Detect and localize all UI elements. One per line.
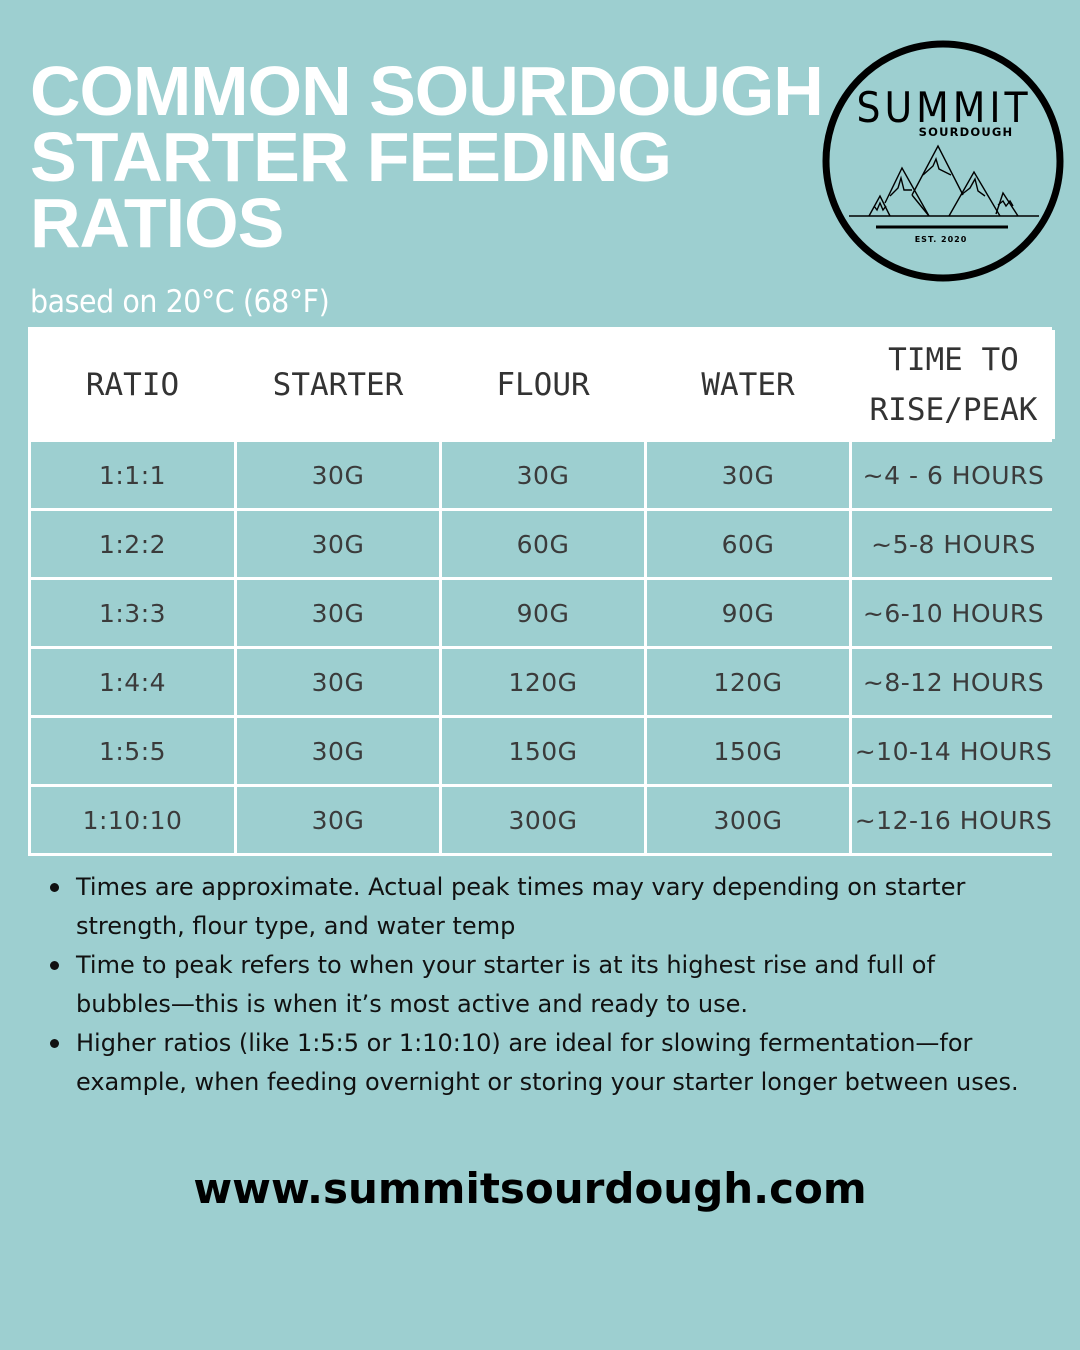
- table-header-row: RATIO STARTER FLOUR WATER TIME TO RISE/P…: [31, 330, 1055, 439]
- subtitle: based on 20°C (68°F): [30, 284, 330, 320]
- note-item: Higher ratios (like 1:5:5 or 1:10:10) ar…: [44, 1024, 1064, 1102]
- note-line: Times are approximate. Actual peak times…: [76, 873, 966, 901]
- table-row: 1:5:5 30G 150G 150G ~10-14 HOURS: [31, 718, 1055, 784]
- column-header-time-line-1: TIME TO: [888, 341, 1019, 378]
- column-header-time-line-2: RISE/PEAK: [869, 391, 1038, 428]
- notes-list: Times are approximate. Actual peak times…: [44, 868, 1064, 1102]
- cell-water: 60G: [647, 511, 849, 577]
- note-line: bubbles—this is when it’s most active an…: [76, 990, 749, 1018]
- note-line: Higher ratios (like 1:5:5 or 1:10:10) ar…: [76, 1029, 973, 1057]
- cell-time: ~12-16 HOURS: [852, 787, 1055, 853]
- cell-flour: 90G: [442, 580, 644, 646]
- cell-water: 30G: [647, 442, 849, 508]
- cell-water: 300G: [647, 787, 849, 853]
- website-link[interactable]: www.summitsourdough.com: [193, 1164, 867, 1213]
- table-row: 1:3:3 30G 90G 90G ~6-10 HOURS: [31, 580, 1055, 646]
- cell-time: ~6-10 HOURS: [852, 580, 1055, 646]
- title-line-3: RATIOS: [30, 184, 284, 262]
- note-item: Times are approximate. Actual peak times…: [44, 868, 1064, 946]
- note-item: Time to peak refers to when your starter…: [44, 946, 1064, 1024]
- logo-brand: SUMMIT: [856, 83, 1031, 132]
- table-row: 1:4:4 30G 120G 120G ~8-12 HOURS: [31, 649, 1055, 715]
- table-row: 1:10:10 30G 300G 300G ~12-16 HOURS: [31, 787, 1055, 853]
- cell-ratio: 1:4:4: [31, 649, 234, 715]
- cell-ratio: 1:10:10: [31, 787, 234, 853]
- title-line-1: COMMON SOURDOUGH: [30, 52, 824, 130]
- cell-starter: 30G: [237, 580, 439, 646]
- cell-flour: 30G: [442, 442, 644, 508]
- logo-est: EST. 2020: [915, 235, 968, 244]
- cell-starter: 30G: [237, 442, 439, 508]
- cell-water: 90G: [647, 580, 849, 646]
- cell-water: 150G: [647, 718, 849, 784]
- cell-flour: 150G: [442, 718, 644, 784]
- table-row: 1:2:2 30G 60G 60G ~5-8 HOURS: [31, 511, 1055, 577]
- title-line-2: STARTER FEEDING: [30, 118, 672, 196]
- mountains-icon: SUMMIT SOURDOUGH EST. 2020: [822, 40, 1064, 282]
- cell-flour: 300G: [442, 787, 644, 853]
- note-line: strength, flour type, and water temp: [76, 912, 516, 940]
- cell-time: ~8-12 HOURS: [852, 649, 1055, 715]
- cell-time: ~10-14 HOURS: [852, 718, 1055, 784]
- cell-starter: 30G: [237, 511, 439, 577]
- table-row: 1:1:1 30G 30G 30G ~4 - 6 HOURS: [31, 442, 1055, 508]
- cell-ratio: 1:3:3: [31, 580, 234, 646]
- cell-flour: 120G: [442, 649, 644, 715]
- cell-time: ~4 - 6 HOURS: [852, 442, 1055, 508]
- column-header-time: TIME TO RISE/PEAK: [852, 330, 1055, 439]
- feeding-ratio-table: RATIO STARTER FLOUR WATER TIME TO RISE/P…: [28, 327, 1055, 856]
- note-line: Time to peak refers to when your starter…: [76, 951, 935, 979]
- bullet-icon: [50, 961, 59, 970]
- cell-flour: 60G: [442, 511, 644, 577]
- cell-starter: 30G: [237, 718, 439, 784]
- cell-ratio: 1:1:1: [31, 442, 234, 508]
- logo-sub: SOURDOUGH: [919, 125, 1014, 139]
- note-line: example, when feeding overnight or stori…: [76, 1068, 1019, 1096]
- column-header-water: WATER: [647, 330, 849, 439]
- page-title: COMMON SOURDOUGH STARTER FEEDING RATIOS: [30, 52, 830, 262]
- cell-time: ~5-8 HOURS: [852, 511, 1055, 577]
- column-header-flour: FLOUR: [442, 330, 644, 439]
- cell-ratio: 1:5:5: [31, 718, 234, 784]
- cell-starter: 30G: [237, 649, 439, 715]
- cell-ratio: 1:2:2: [31, 511, 234, 577]
- cell-starter: 30G: [237, 787, 439, 853]
- column-header-ratio: RATIO: [31, 330, 234, 439]
- bullet-icon: [50, 883, 59, 892]
- bullet-icon: [50, 1039, 59, 1048]
- summit-sourdough-logo: SUMMIT SOURDOUGH EST. 2020: [820, 38, 1066, 284]
- cell-water: 120G: [647, 649, 849, 715]
- column-header-starter: STARTER: [237, 330, 439, 439]
